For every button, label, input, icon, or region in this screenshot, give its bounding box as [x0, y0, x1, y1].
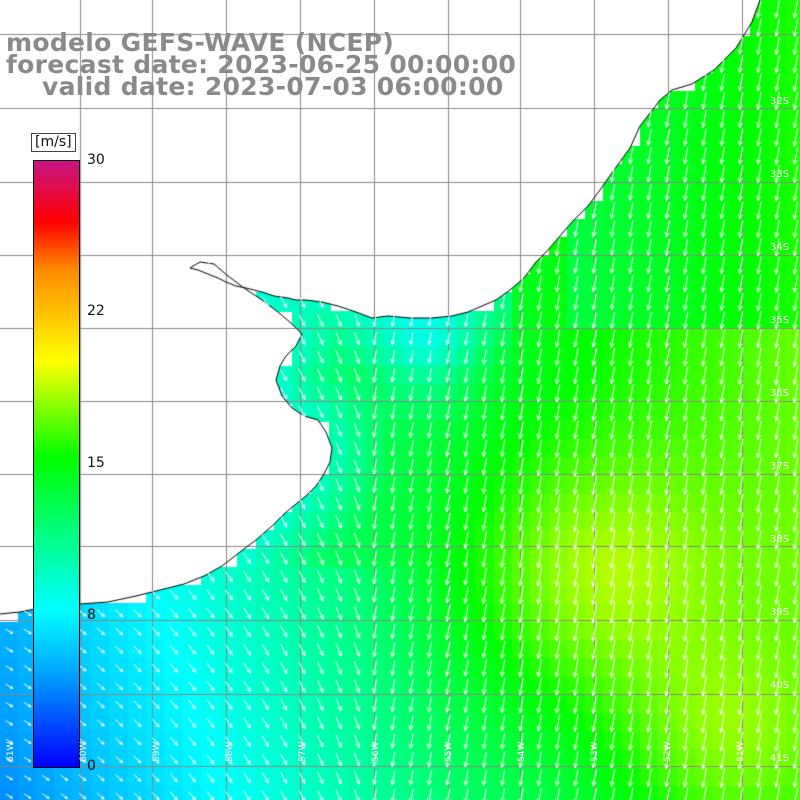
legend-unit: [m/s] — [31, 133, 76, 152]
colorbar-tick-22: 22 — [87, 303, 105, 319]
lat-label: 39S — [770, 607, 790, 618]
lon-label: 56W — [371, 741, 381, 762]
lon-label: 58W — [225, 741, 235, 762]
lat-label: 33S — [770, 169, 790, 180]
colorbar-tick-15: 15 — [87, 455, 105, 471]
model-title: modelo GEFS-WAVE (NCEP) — [6, 28, 395, 57]
lon-label: 52W — [663, 741, 673, 762]
colorbar — [33, 160, 80, 768]
lon-label: 53W — [590, 741, 600, 762]
lat-label: 37S — [770, 461, 790, 472]
colorbar-tick-0: 0 — [87, 758, 96, 774]
colorbar-tick-8: 8 — [87, 607, 96, 623]
lon-label: 54W — [517, 741, 527, 762]
valid-date: valid date: 2023-07-03 06:00:00 — [42, 72, 504, 101]
lat-label: 40S — [770, 680, 790, 691]
lon-label: 55W — [444, 741, 454, 762]
lat-label: 38S — [770, 534, 790, 545]
lat-label: 36S — [770, 388, 790, 399]
lon-label: 60W — [79, 741, 89, 762]
lat-label: 41S — [770, 753, 790, 764]
lon-label: 57W — [298, 741, 308, 762]
colorbar-tick-30: 30 — [87, 152, 105, 168]
lon-label: 59W — [152, 741, 162, 762]
forecast-date: forecast date: 2023-06-25 00:00:00 — [6, 50, 517, 79]
lat-label: 34S — [770, 242, 790, 253]
lat-label: 35S — [770, 315, 790, 326]
lat-label: 32S — [770, 96, 790, 107]
lon-label: 51W — [736, 741, 746, 762]
lon-label: 61W — [6, 741, 16, 762]
